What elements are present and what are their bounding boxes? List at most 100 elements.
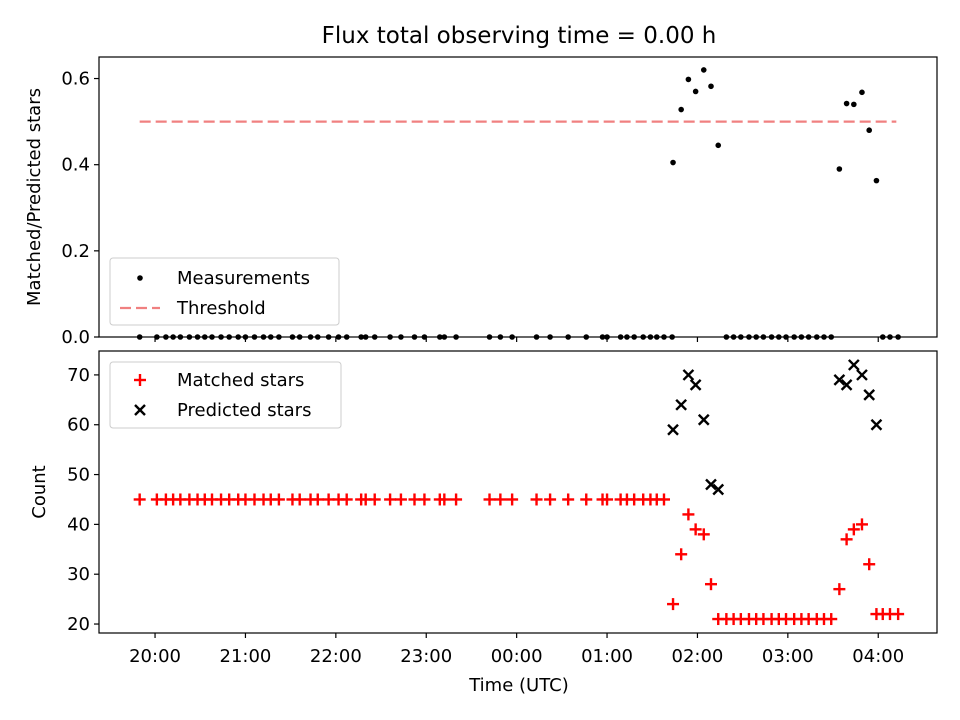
top-y-tick-label: 0.2 bbox=[61, 241, 90, 262]
bottom-axis-ticks: 20 30 40 50 60 70 bbox=[67, 365, 99, 635]
matched-star-point bbox=[483, 493, 496, 506]
x-tick-label: 23:00 bbox=[400, 646, 452, 667]
matched-star-point bbox=[272, 493, 285, 506]
matched-star-point bbox=[384, 493, 397, 506]
predicted-star-point bbox=[712, 483, 725, 496]
top-legend: Measurements Threshold bbox=[109, 257, 340, 326]
measurement-point bbox=[670, 159, 676, 166]
matched-star-point bbox=[855, 518, 868, 531]
top-y-axis-label: Matched/Predicted stars bbox=[24, 88, 45, 306]
measurement-point bbox=[685, 76, 692, 83]
measurement-point bbox=[873, 177, 880, 184]
measurement-point bbox=[708, 83, 714, 90]
predicted-star-point bbox=[856, 369, 868, 381]
bottom-y-tick-label: 40 bbox=[67, 514, 90, 535]
legend-measurements-label: Measurements bbox=[177, 268, 310, 289]
bottom-y-tick-label: 60 bbox=[67, 415, 90, 436]
predicted-star-point bbox=[705, 478, 717, 491]
x-tick-label: 20:00 bbox=[129, 646, 181, 667]
matched-star-point bbox=[368, 493, 381, 506]
predicted-star-point bbox=[840, 379, 853, 391]
matched-star-point bbox=[601, 493, 614, 506]
measurement-point bbox=[715, 142, 722, 149]
legend-predicted-label: Predicted stars bbox=[177, 400, 311, 421]
legend-matched-label: Matched stars bbox=[177, 370, 304, 391]
legend-predicted-marker bbox=[134, 404, 146, 416]
top-legend-box bbox=[109, 257, 340, 326]
predicted-star-point bbox=[863, 388, 876, 401]
matched-star-point bbox=[450, 493, 463, 506]
bottom-panel: 20 30 40 50 60 70 Count Matched stars Predict… bbox=[29, 350, 938, 635]
matched-star-point bbox=[438, 493, 451, 506]
predicted-star-point bbox=[689, 379, 702, 391]
matched-star-point bbox=[418, 493, 431, 506]
measurement-point bbox=[678, 106, 684, 113]
x-tick-label: 03:00 bbox=[762, 646, 814, 667]
matched-star-point bbox=[580, 493, 593, 506]
legend-matched-marker bbox=[134, 374, 146, 386]
legend-threshold-label: Threshold bbox=[176, 298, 266, 319]
top-y-tick-label: 0.4 bbox=[61, 155, 90, 176]
chart-title: Flux total observing time = 0.00 h bbox=[322, 23, 717, 49]
measurement-point bbox=[866, 127, 873, 134]
matched-star-point bbox=[394, 493, 407, 506]
matched-star-point bbox=[675, 548, 688, 561]
matched-star-point bbox=[293, 493, 306, 506]
matched-star-point bbox=[311, 493, 324, 506]
matched-star-point bbox=[892, 608, 905, 621]
predicted-star-point bbox=[675, 398, 688, 411]
matched-star-point bbox=[562, 493, 575, 506]
measurement-point bbox=[843, 100, 850, 107]
x-tick-label: 02:00 bbox=[672, 646, 724, 667]
bottom-y-tick-label: 70 bbox=[67, 365, 90, 386]
x-tick-label: 22:00 bbox=[310, 646, 362, 667]
top-axis-ticks: 0.0 0.2 0.4 0.6 bbox=[61, 69, 99, 348]
matched-star-point bbox=[689, 523, 702, 536]
predicted-star-point bbox=[870, 418, 883, 431]
x-tick-label: 00:00 bbox=[491, 646, 543, 667]
bottom-plot-frame bbox=[98, 350, 938, 634]
matched-star-point bbox=[847, 523, 860, 536]
matched-star-point bbox=[863, 558, 876, 571]
matched-star-point bbox=[697, 528, 710, 541]
matched-star-point bbox=[657, 493, 670, 506]
x-axis-ticks: 20:00 21:00 22:00 23:00 00:00 01:00 02:00 03:00… bbox=[129, 337, 904, 667]
predicted-star-point bbox=[833, 374, 846, 386]
matched-star-point bbox=[825, 613, 838, 626]
matched-star-point bbox=[133, 493, 146, 506]
matched-star-point bbox=[840, 533, 853, 546]
matched-star-point bbox=[530, 493, 543, 506]
matched-star-point bbox=[340, 493, 353, 506]
measurement-point bbox=[700, 67, 707, 73]
bottom-y-tick-label: 20 bbox=[67, 614, 90, 635]
x-tick-label: 04:00 bbox=[852, 646, 904, 667]
matched-star-point bbox=[833, 583, 846, 596]
matched-star-point bbox=[544, 493, 557, 506]
x-tick-label: 01:00 bbox=[581, 646, 633, 667]
matched-star-point bbox=[667, 598, 680, 611]
bottom-y-tick-label: 30 bbox=[67, 564, 90, 585]
predicted-star-point bbox=[847, 359, 860, 371]
top-y-tick-label: 0.0 bbox=[61, 327, 90, 348]
top-plot-frame bbox=[98, 56, 938, 338]
matched-star-point bbox=[494, 493, 507, 506]
predicted-star-point bbox=[682, 369, 695, 381]
matched-star-point bbox=[506, 493, 519, 506]
predicted-star-point bbox=[697, 413, 710, 426]
measurement-point bbox=[692, 88, 699, 95]
top-y-tick-label: 0.6 bbox=[61, 69, 90, 90]
legend-measurements-marker bbox=[137, 275, 143, 281]
bottom-legend-box bbox=[109, 361, 342, 429]
bottom-y-tick-label: 50 bbox=[67, 465, 90, 486]
matched-star-point bbox=[682, 508, 695, 521]
bottom-legend: Matched stars Predicted stars bbox=[109, 361, 342, 429]
top-panel: 0.0 0.2 0.4 0.6 Matched/Predicted stars Mea… bbox=[24, 56, 938, 348]
matched-star-point bbox=[705, 578, 718, 591]
measurement-point bbox=[836, 166, 843, 172]
measurement-point bbox=[859, 89, 865, 96]
x-tick-label: 21:00 bbox=[220, 646, 272, 667]
count-points bbox=[133, 359, 905, 626]
x-axis-label: Time (UTC) bbox=[468, 675, 569, 696]
predicted-star-point bbox=[667, 423, 679, 436]
